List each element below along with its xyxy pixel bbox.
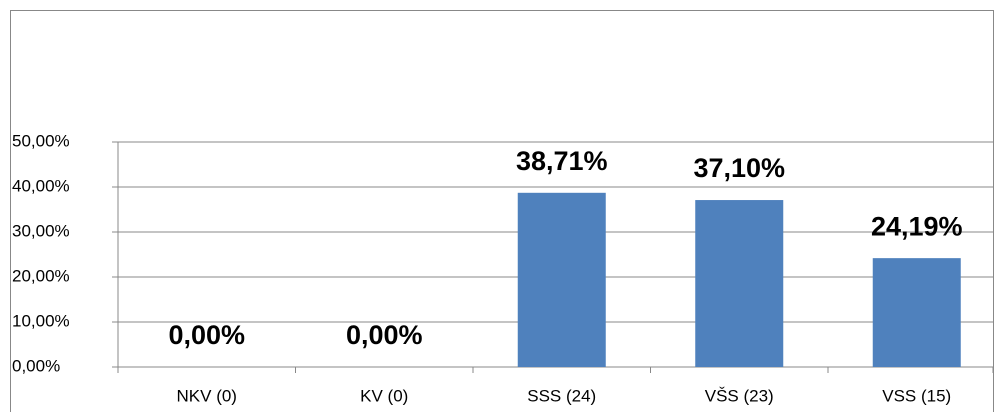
y-tick-label: 40,00% [12, 176, 70, 195]
value-label: 38,71% [516, 146, 608, 176]
y-tick-label: 50,00% [12, 131, 70, 150]
x-tick-label: SSS (24) [527, 386, 596, 405]
value-label: 0,00% [168, 320, 245, 350]
value-label: 24,19% [871, 211, 963, 241]
value-label: 0,00% [346, 320, 423, 350]
x-tick-label: VŠS (23) [705, 386, 774, 405]
y-tick-label: 0,00% [12, 356, 60, 375]
bar [695, 200, 784, 367]
bar [517, 192, 606, 367]
y-tick-label: 10,00% [12, 311, 70, 330]
x-tick-label: KV (0) [360, 386, 408, 405]
value-label: 37,10% [693, 153, 785, 183]
y-tick-label: 20,00% [12, 266, 70, 285]
y-tick-label: 30,00% [12, 221, 70, 240]
chart-frame [10, 10, 994, 412]
x-tick-label: VSS (15) [882, 386, 951, 405]
x-tick-label: NKV (0) [177, 386, 237, 405]
bar [872, 258, 961, 367]
